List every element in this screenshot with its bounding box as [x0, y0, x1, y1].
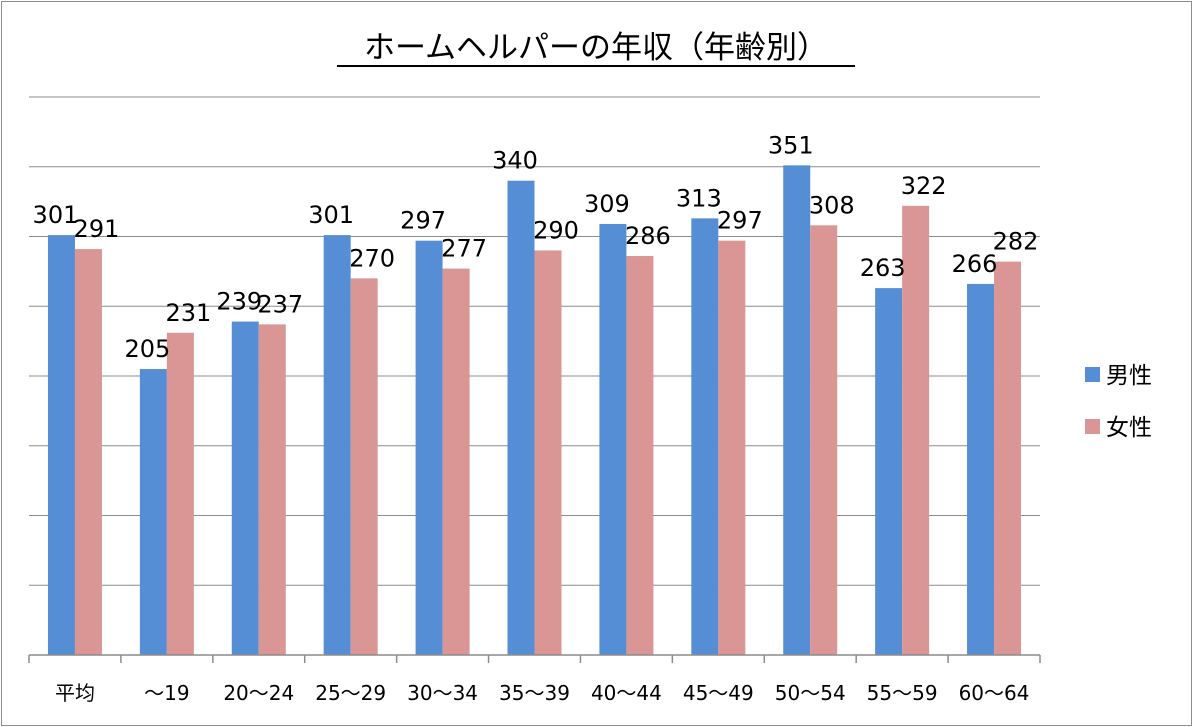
- data-label: 309: [584, 190, 630, 218]
- data-label: 282: [993, 228, 1039, 256]
- bar: [967, 283, 995, 655]
- x-tick-label: 55〜59: [867, 681, 938, 705]
- legend-swatch: [1085, 419, 1100, 434]
- bar: [810, 225, 838, 655]
- bar: [323, 235, 351, 656]
- data-label: 308: [809, 191, 855, 219]
- x-tick-label: 40〜44: [591, 681, 662, 705]
- legend-label: 男性: [1106, 363, 1152, 389]
- x-tick-label: 平均: [55, 681, 95, 705]
- bar: [875, 288, 903, 655]
- bar: [783, 165, 811, 656]
- data-label: 286: [625, 222, 671, 250]
- bar: [599, 223, 627, 655]
- x-tick-label: 60〜64: [959, 681, 1030, 705]
- bar: [534, 250, 562, 655]
- data-label: 322: [901, 172, 947, 200]
- data-label: 231: [165, 299, 211, 327]
- bar: [507, 180, 535, 655]
- bar: [74, 249, 102, 655]
- data-label: 351: [768, 131, 814, 159]
- bar: [231, 321, 259, 655]
- x-tick-label: 45〜49: [683, 681, 754, 705]
- legend-label: 女性: [1106, 415, 1152, 441]
- data-labels: 301 205 239 301 297 340 309 313 351 263 266 291 231 2…: [33, 131, 1039, 363]
- bar: [994, 261, 1022, 655]
- bar: [442, 268, 470, 655]
- x-tick-label: 20〜24: [223, 681, 294, 705]
- bar: [415, 240, 443, 655]
- data-label: 270: [349, 244, 395, 272]
- bars: [47, 165, 1022, 656]
- data-label: 205: [124, 335, 170, 363]
- bar: [691, 218, 719, 656]
- data-label: 291: [74, 215, 120, 243]
- bar: [166, 332, 194, 655]
- x-tick-label: 〜19: [144, 681, 189, 705]
- data-label: 301: [33, 201, 79, 229]
- bar: [47, 235, 75, 656]
- data-label: 340: [492, 147, 538, 175]
- data-label: 297: [400, 207, 446, 235]
- data-label: 277: [441, 235, 487, 263]
- bar: [718, 240, 746, 655]
- x-tick-label: 25〜29: [315, 681, 386, 705]
- bar: [350, 278, 378, 655]
- data-label: 266: [952, 250, 998, 278]
- bar: [258, 324, 286, 655]
- x-axis: 平均 〜19 20〜24 25〜29 30〜34 35〜39 40〜44 45〜49 50〜54…: [28, 654, 1041, 705]
- bar: [902, 205, 930, 655]
- bar: [139, 369, 167, 655]
- data-label: 239: [216, 288, 262, 316]
- data-label: 313: [676, 184, 722, 212]
- bar: [626, 256, 654, 655]
- data-label: 301: [308, 201, 354, 229]
- legend-swatch: [1085, 367, 1100, 382]
- x-tick-label: 30〜34: [407, 681, 478, 705]
- x-tick-label: 35〜39: [499, 681, 570, 705]
- data-label: 297: [717, 207, 763, 235]
- data-label: 290: [533, 216, 579, 244]
- data-label: 237: [257, 290, 303, 318]
- x-tick-label: 50〜54: [775, 681, 846, 705]
- chart-title: ホームヘルパーの年収（年齢別）: [364, 30, 828, 66]
- data-label: 263: [860, 254, 906, 282]
